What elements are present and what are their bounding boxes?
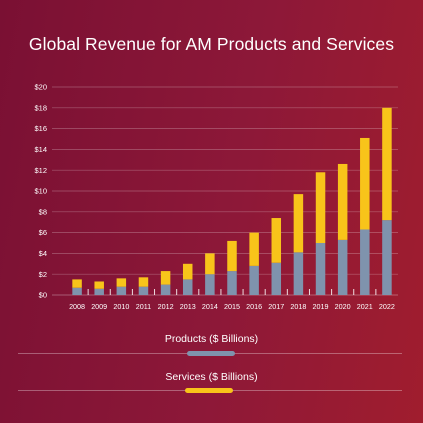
chart-title: Global Revenue for AM Products and Servi… (28, 34, 395, 54)
bar-products (205, 274, 215, 295)
bar-products (227, 271, 237, 295)
x-tick-label: 2018 (290, 302, 306, 311)
bar-services (337, 163, 348, 240)
bar-services (72, 279, 82, 288)
x-tick-label: 2011 (136, 302, 151, 311)
bar-products (138, 286, 149, 295)
x-tick-label: 2022 (379, 302, 395, 311)
bar-products (249, 265, 259, 295)
x-tick-label: 2021 (357, 302, 373, 311)
bar-services (94, 281, 104, 289)
bar-services (315, 172, 326, 243)
bar-products (160, 284, 171, 295)
x-tick-label: 2013 (180, 302, 196, 311)
bar-products (293, 252, 304, 295)
y-tick-label: $12 (34, 166, 47, 175)
y-tick-label: $18 (34, 103, 47, 112)
bar-services (205, 253, 215, 275)
x-tick-label: 2010 (113, 302, 129, 311)
bar-products (271, 262, 282, 295)
bar-products (72, 287, 82, 295)
bar-products (116, 286, 127, 295)
bar-products (382, 220, 392, 295)
x-tick-label: 2016 (246, 302, 262, 311)
bar-products (94, 288, 104, 295)
bar-services (382, 107, 392, 221)
x-tick-label: 2015 (224, 302, 240, 311)
legend-swatch-products (187, 351, 235, 356)
y-tick-label: $2 (39, 270, 47, 279)
bar-products (182, 279, 193, 295)
x-tick-label: 2014 (202, 302, 218, 311)
bar-services (249, 232, 259, 266)
y-tick-label: $0 (39, 291, 47, 300)
legend-label-services: Services ($ Billions) (165, 371, 258, 383)
bar-services (182, 263, 193, 280)
bar-services (227, 240, 237, 272)
y-tick-label: $4 (39, 249, 47, 258)
x-tick-label: 2008 (69, 302, 85, 311)
bar-services (271, 218, 282, 263)
legend-label-products: Products ($ Billions) (164, 333, 259, 345)
bar-products (315, 243, 326, 295)
y-tick-label: $16 (34, 124, 47, 133)
x-tick-label: 2019 (313, 302, 329, 311)
x-tick-label: 2012 (158, 302, 174, 311)
y-tick-label: $14 (34, 145, 47, 154)
x-tick-label: 2020 (335, 302, 351, 311)
bar-services (138, 277, 149, 287)
bar-services (293, 194, 304, 253)
y-tick-label: $6 (39, 228, 47, 237)
y-tick-label: $20 (34, 83, 47, 92)
y-tick-label: $10 (34, 187, 47, 196)
bar-services (160, 271, 171, 285)
bar-products (360, 229, 370, 295)
bar-services (360, 137, 370, 230)
x-tick-label: 2017 (268, 302, 284, 311)
bar-services (116, 278, 127, 287)
bar-products (337, 239, 348, 295)
x-tick-label: 2009 (91, 302, 107, 311)
y-tick-label: $8 (39, 207, 47, 216)
legend-swatch-services (185, 388, 233, 393)
